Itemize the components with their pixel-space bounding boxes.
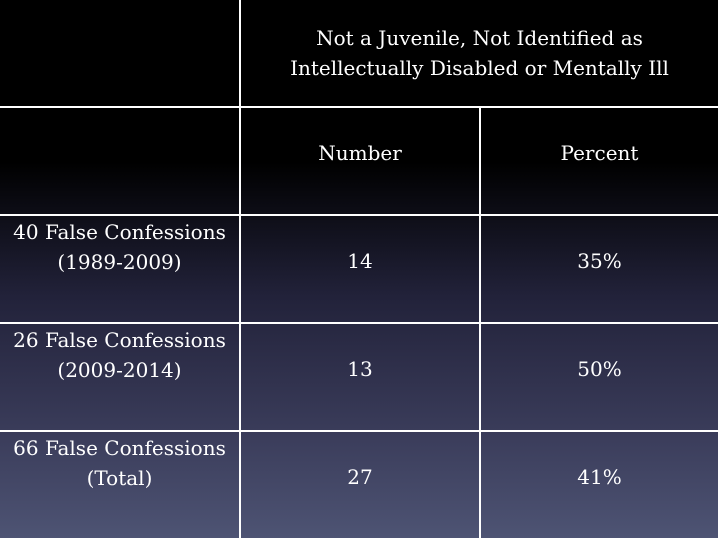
table-cell-percent: 35% (481, 216, 718, 306)
table-row-label: 66 False Confessions (Total) (0, 432, 239, 494)
table-divider (718, 0, 720, 540)
table-divider (479, 108, 481, 540)
table-row-label: 40 False Confessions (1989-2009) (0, 216, 239, 278)
table-divider (239, 0, 241, 540)
percent-value: 50% (577, 357, 622, 381)
column-header-number: Number (241, 108, 479, 198)
table-cell-percent: 50% (481, 324, 718, 414)
number-value: 13 (347, 357, 373, 381)
table-cell-number: 13 (241, 324, 479, 414)
row-label-line1: 40 False Confessions (13, 220, 226, 244)
table-row-label: 26 False Confessions (2009-2014) (0, 324, 239, 386)
table-divider (0, 322, 720, 324)
row-label-line2: (Total) (86, 466, 153, 490)
column-header-number-label: Number (318, 141, 402, 165)
number-value: 14 (347, 249, 373, 273)
header-group-title-text: Not a Juvenile, Not Identified as Intell… (290, 26, 669, 80)
percent-value: 35% (577, 249, 622, 273)
row-label-line2: (2009-2014) (57, 358, 182, 382)
table-cell-number: 27 (241, 432, 479, 522)
table-divider (0, 214, 720, 216)
header-group-title: Not a Juvenile, Not Identified as Intell… (241, 0, 718, 106)
table-cell-number: 14 (241, 216, 479, 306)
row-label-line1: 26 False Confessions (13, 328, 226, 352)
table-divider (0, 106, 720, 108)
column-header-percent: Percent (481, 108, 718, 198)
table-divider (0, 538, 720, 540)
row-label-line1: 66 False Confessions (13, 436, 226, 460)
row-label-line2: (1989-2009) (57, 250, 182, 274)
percent-value: 41% (577, 465, 622, 489)
table-cell-percent: 41% (481, 432, 718, 522)
column-header-percent-label: Percent (560, 141, 639, 165)
table-divider (0, 430, 720, 432)
number-value: 27 (347, 465, 373, 489)
